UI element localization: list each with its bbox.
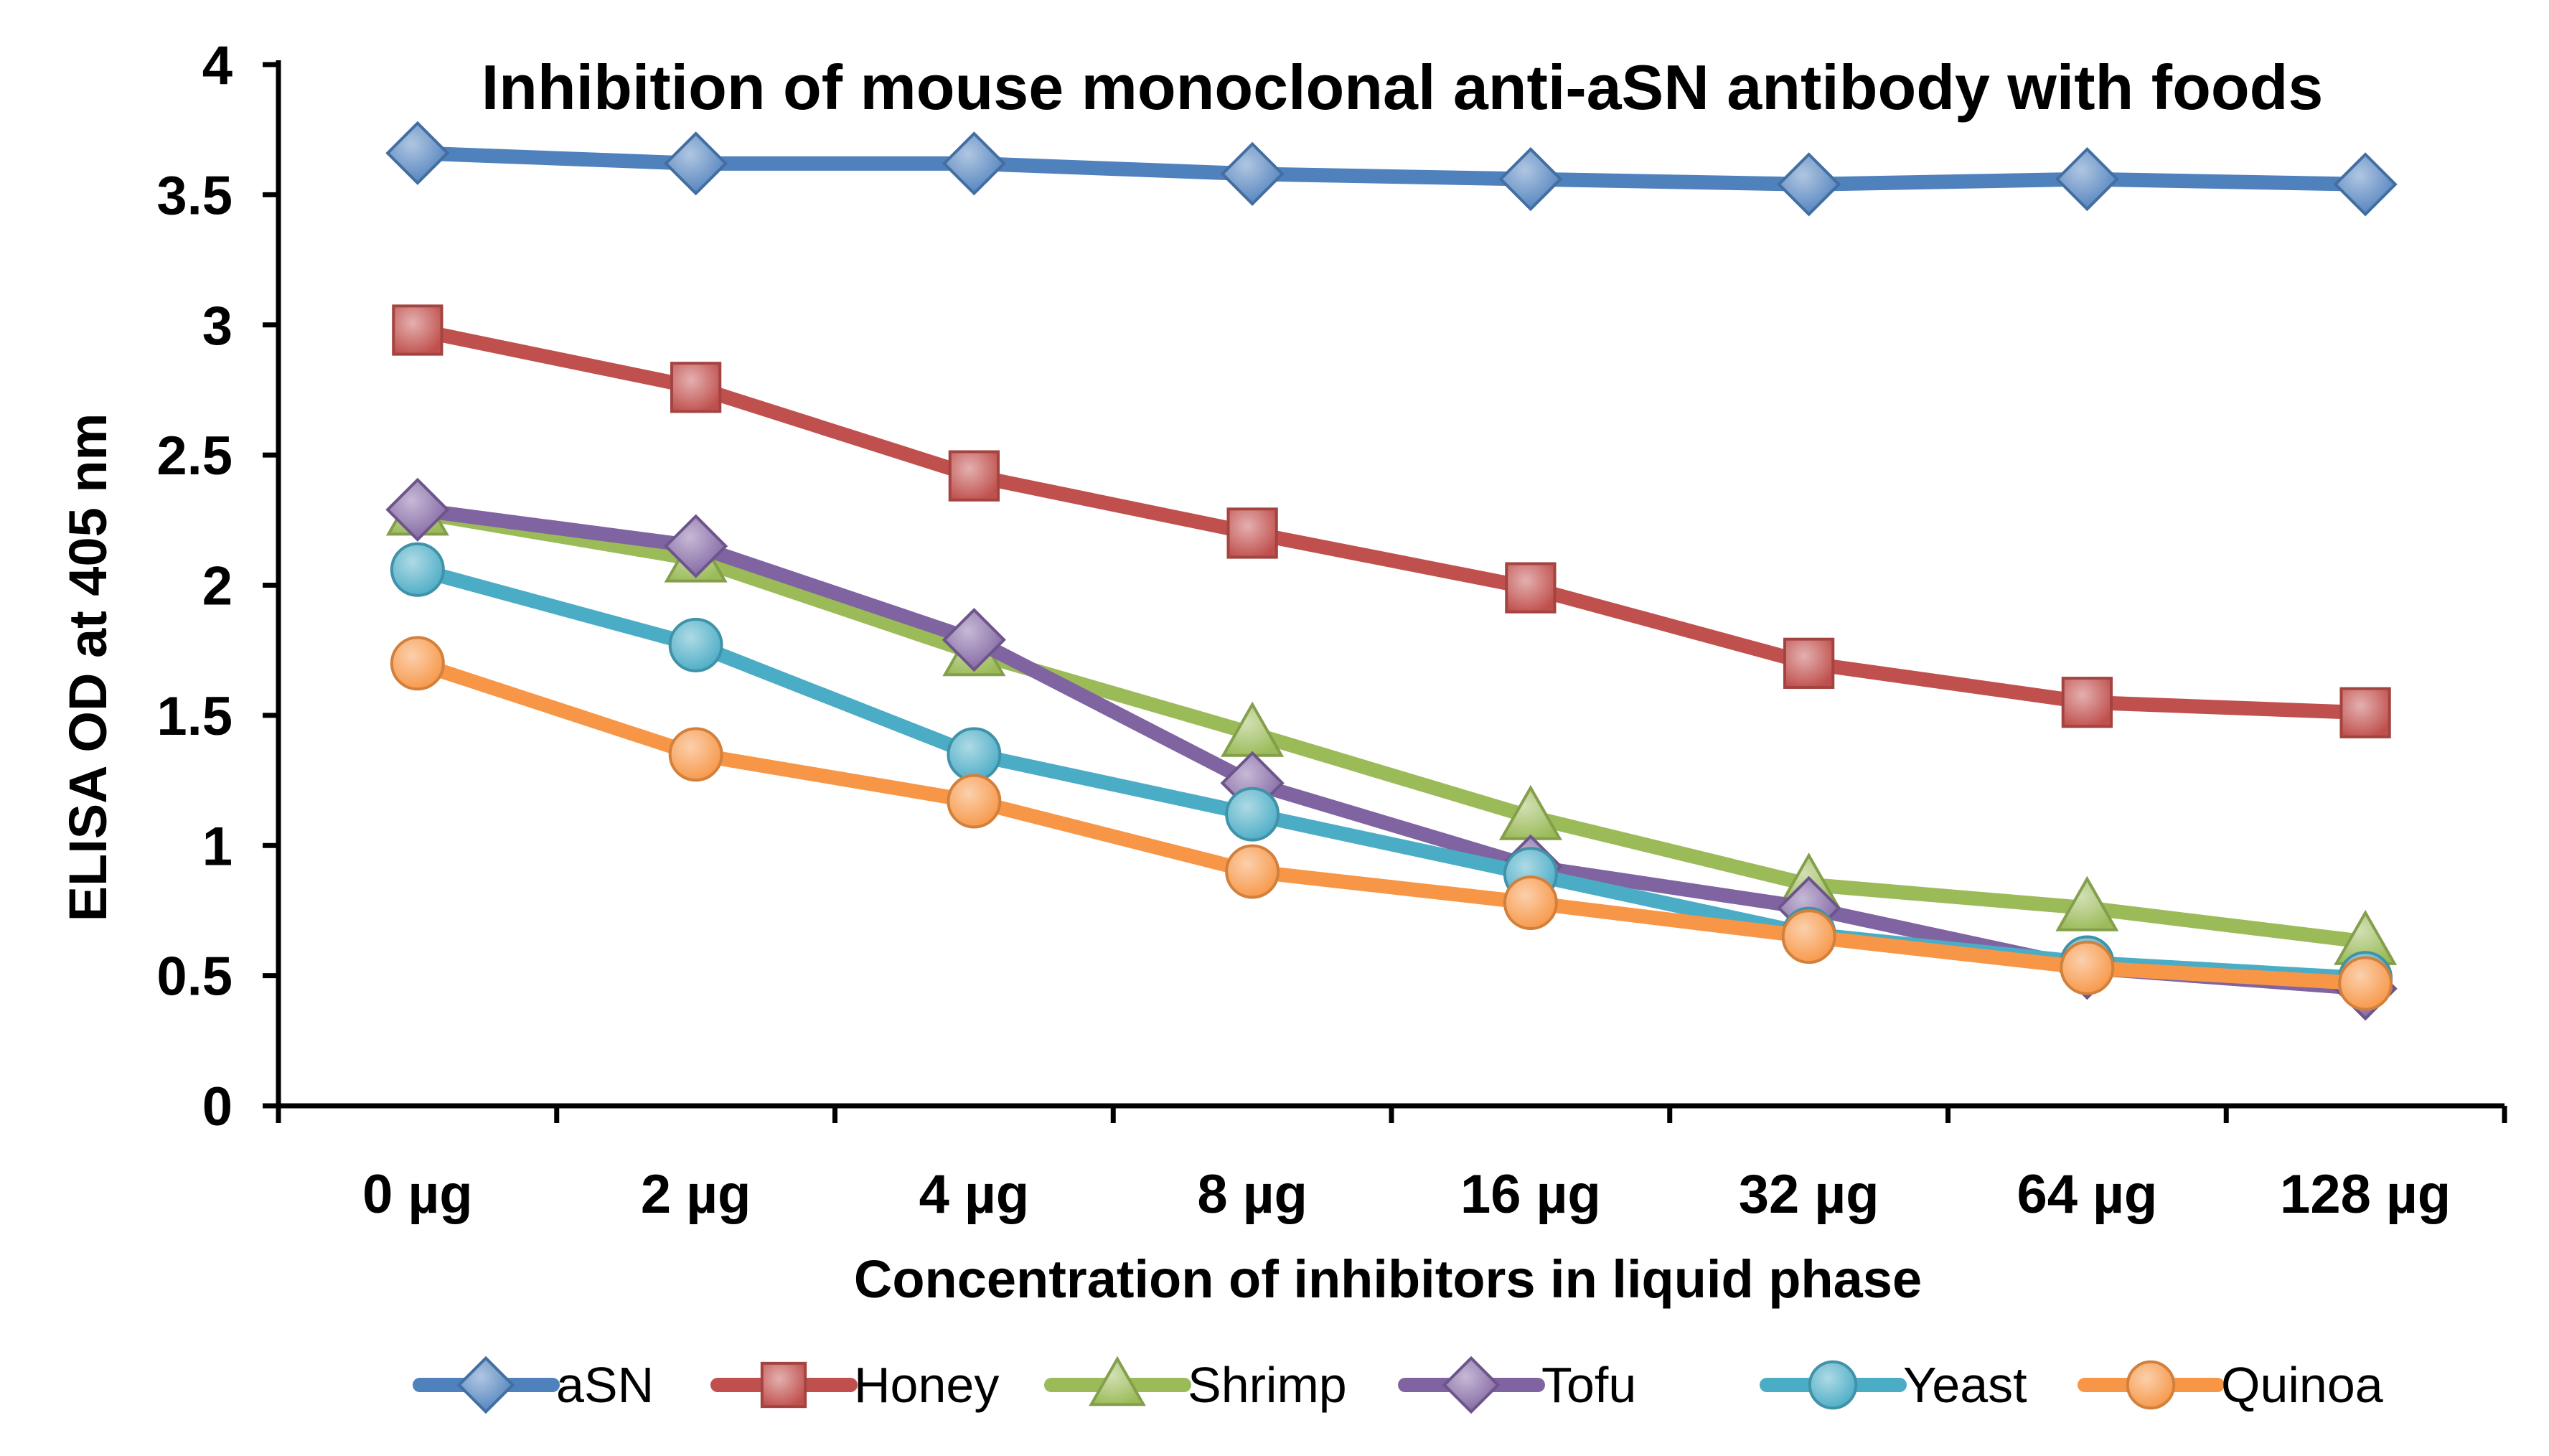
axes: 0 0.5 1 1.5 2 2.5 3 3.5 4 0 µg 2 µg 4 µg 8 µg 16 µg 32… — [156, 35, 2507, 1225]
data-point-quinoa — [2338, 956, 2393, 1011]
data-point-yeast — [1225, 786, 1280, 842]
data-point-quinoa — [2060, 940, 2115, 995]
series-line-honey — [410, 323, 2373, 720]
y-tick-label: 2.5 — [156, 426, 233, 487]
legend-item-honey: Honey — [710, 1357, 999, 1413]
y-tick-label: 3 — [202, 296, 233, 357]
legend-marker — [1089, 1356, 1146, 1406]
data-point-honey — [2061, 677, 2113, 728]
y-tick-label: 4 — [202, 35, 233, 96]
data-point-honey — [1226, 507, 1278, 559]
data-point-tofu — [664, 514, 728, 578]
data-point-honey — [1505, 562, 1557, 614]
x-tick-label: 32 µg — [1739, 1164, 1879, 1225]
data-point-asn — [664, 131, 728, 196]
series-line-shrimp — [410, 504, 2373, 949]
data-point-yeast — [668, 617, 723, 672]
y-tick-label: 1.5 — [156, 686, 233, 747]
y-tick-label: 3.5 — [156, 165, 233, 226]
data-point-asn — [2333, 152, 2398, 217]
x-tick-label: 16 µg — [1460, 1164, 1601, 1225]
legend: aSN Honey Shrimp Tofu Yeast Quinoa — [413, 1356, 2383, 1414]
legend-item-quinoa: Quinoa — [2078, 1357, 2383, 1413]
data-point-asn — [942, 131, 1006, 196]
x-tick-label: 0 µg — [362, 1164, 473, 1225]
data-point-quinoa — [1503, 875, 1558, 931]
x-tick-label: 128 µg — [2280, 1164, 2451, 1225]
data-point-shrimp — [2055, 875, 2119, 931]
legend-marker — [456, 1356, 515, 1414]
data-point-yeast — [947, 727, 1002, 782]
data-point-quinoa — [947, 774, 1002, 829]
x-tick-label: 2 µg — [641, 1164, 751, 1225]
data-point-quinoa — [1225, 844, 1280, 899]
data-point-asn — [2055, 147, 2119, 212]
data-point-asn — [1498, 147, 1563, 212]
y-tick-label: 0 — [202, 1076, 233, 1137]
data-point-honey — [1783, 637, 1835, 689]
x-tick-label: 8 µg — [1197, 1164, 1308, 1225]
data-point-honey — [392, 304, 443, 356]
x-tick-label: 64 µg — [2017, 1164, 2157, 1225]
y-tick-label: 0.5 — [156, 947, 233, 1008]
y-axis-title: ELISA OD at 405 nm — [58, 413, 118, 922]
data-point-quinoa — [668, 727, 723, 782]
data-point-asn — [1777, 152, 1841, 217]
legend-marker — [2126, 1360, 2176, 1410]
series-quinoa — [390, 636, 2393, 1011]
legend-label: Yeast — [1903, 1357, 2027, 1413]
legend-label: aSN — [556, 1357, 654, 1413]
legend-marker — [1808, 1360, 1858, 1410]
x-tick-label: 4 µg — [919, 1164, 1030, 1225]
chart-title: Inhibition of mouse monoclonal anti-aSN … — [482, 52, 2324, 123]
legend-item-yeast: Yeast — [1760, 1357, 2027, 1413]
legend-item-shrimp: Shrimp — [1044, 1356, 1347, 1413]
data-point-quinoa — [390, 636, 445, 691]
x-axis-title: Concentration of inhibitors in liquid ph… — [854, 1249, 1922, 1309]
series-asn — [385, 121, 2398, 217]
legend-marker — [1442, 1356, 1501, 1414]
legend-label: Shrimp — [1188, 1357, 1347, 1413]
series-layer — [385, 121, 2398, 1021]
legend-item-asn: aSN — [413, 1356, 654, 1414]
series-line-quinoa — [410, 656, 2373, 991]
data-point-honey — [670, 362, 722, 413]
data-point-yeast — [390, 542, 445, 597]
data-point-honey — [2339, 687, 2391, 738]
data-point-tofu — [942, 608, 1006, 672]
data-point-honey — [948, 450, 1000, 502]
legend-marker — [760, 1361, 807, 1409]
series-line-asn — [410, 146, 2373, 192]
legend-label: Honey — [854, 1357, 999, 1413]
data-point-asn — [1220, 141, 1285, 206]
legend-label: Quinoa — [2221, 1357, 2383, 1413]
legend-label: Tofu — [1541, 1357, 1636, 1413]
data-point-tofu — [385, 477, 450, 542]
series-honey — [392, 304, 2391, 738]
y-tick-label: 2 — [202, 556, 233, 617]
legend-item-tofu: Tofu — [1398, 1356, 1636, 1414]
y-tick-label: 1 — [202, 816, 233, 877]
data-point-quinoa — [1781, 909, 1836, 964]
data-point-asn — [385, 121, 450, 185]
